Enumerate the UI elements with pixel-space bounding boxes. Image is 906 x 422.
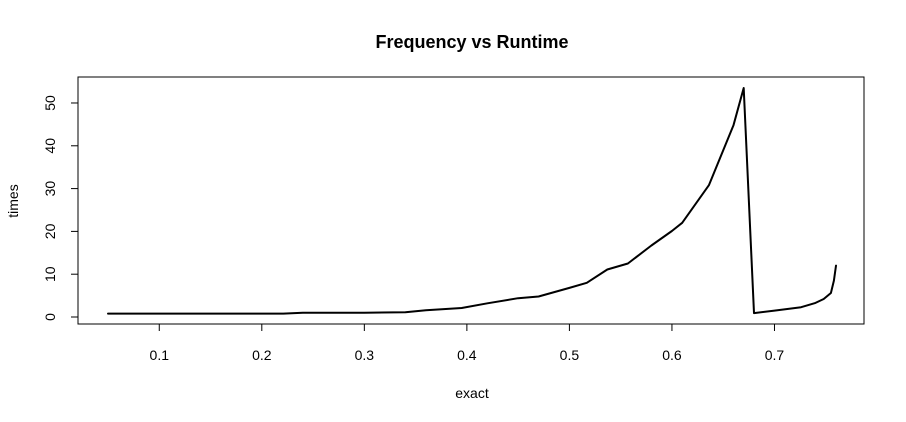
data-point xyxy=(538,296,540,298)
x-axis-label: exact xyxy=(455,385,489,401)
chart-title: Frequency vs Runtime xyxy=(375,32,568,52)
y-tick-label: 0 xyxy=(42,313,58,321)
data-point xyxy=(835,265,837,267)
y-tick-label: 10 xyxy=(42,266,58,282)
data-point xyxy=(833,280,835,282)
y-tick-label: 20 xyxy=(42,223,58,239)
data-point xyxy=(404,311,406,313)
y-axis-label: times xyxy=(5,184,21,217)
plot-frame xyxy=(77,76,865,325)
data-point xyxy=(800,306,802,308)
data-point xyxy=(302,312,304,314)
data-point xyxy=(823,298,825,300)
x-tick-label: 0.7 xyxy=(765,347,785,363)
y-tick-label: 40 xyxy=(42,138,58,154)
data-point xyxy=(606,269,608,271)
data-point xyxy=(363,312,365,314)
data-point xyxy=(753,312,755,314)
data-point xyxy=(486,302,488,304)
data-point xyxy=(517,297,519,299)
x-tick-label: 0.5 xyxy=(560,347,580,363)
data-points xyxy=(107,87,837,315)
y-axis: 0 10 20 30 40 50 xyxy=(42,95,78,321)
data-point xyxy=(733,124,735,126)
data-point xyxy=(425,309,427,311)
data-point xyxy=(743,87,745,89)
data-point xyxy=(461,307,463,309)
data-point xyxy=(210,313,212,315)
data-point xyxy=(650,245,652,247)
x-tick-label: 0.2 xyxy=(252,347,272,363)
data-point xyxy=(671,230,673,232)
x-axis: 0.1 0.2 0.3 0.4 0.5 0.6 0.7 xyxy=(150,324,785,363)
data-point xyxy=(774,310,776,312)
data-point xyxy=(261,313,263,315)
x-tick-label: 0.6 xyxy=(662,347,682,363)
data-point xyxy=(681,222,683,224)
series-line xyxy=(107,87,837,315)
x-tick-label: 0.1 xyxy=(150,347,170,363)
data-point xyxy=(830,292,832,294)
y-tick-label: 50 xyxy=(42,95,58,111)
x-tick-label: 0.3 xyxy=(355,347,375,363)
data-point xyxy=(708,184,710,186)
x-tick-label: 0.4 xyxy=(457,347,477,363)
data-point xyxy=(158,313,160,315)
data-point xyxy=(568,287,570,289)
data-point xyxy=(282,313,284,315)
data-point xyxy=(586,282,588,284)
data-point xyxy=(107,313,109,315)
data-point xyxy=(815,302,817,304)
y-tick-label: 30 xyxy=(42,181,58,197)
data-point xyxy=(627,263,629,265)
